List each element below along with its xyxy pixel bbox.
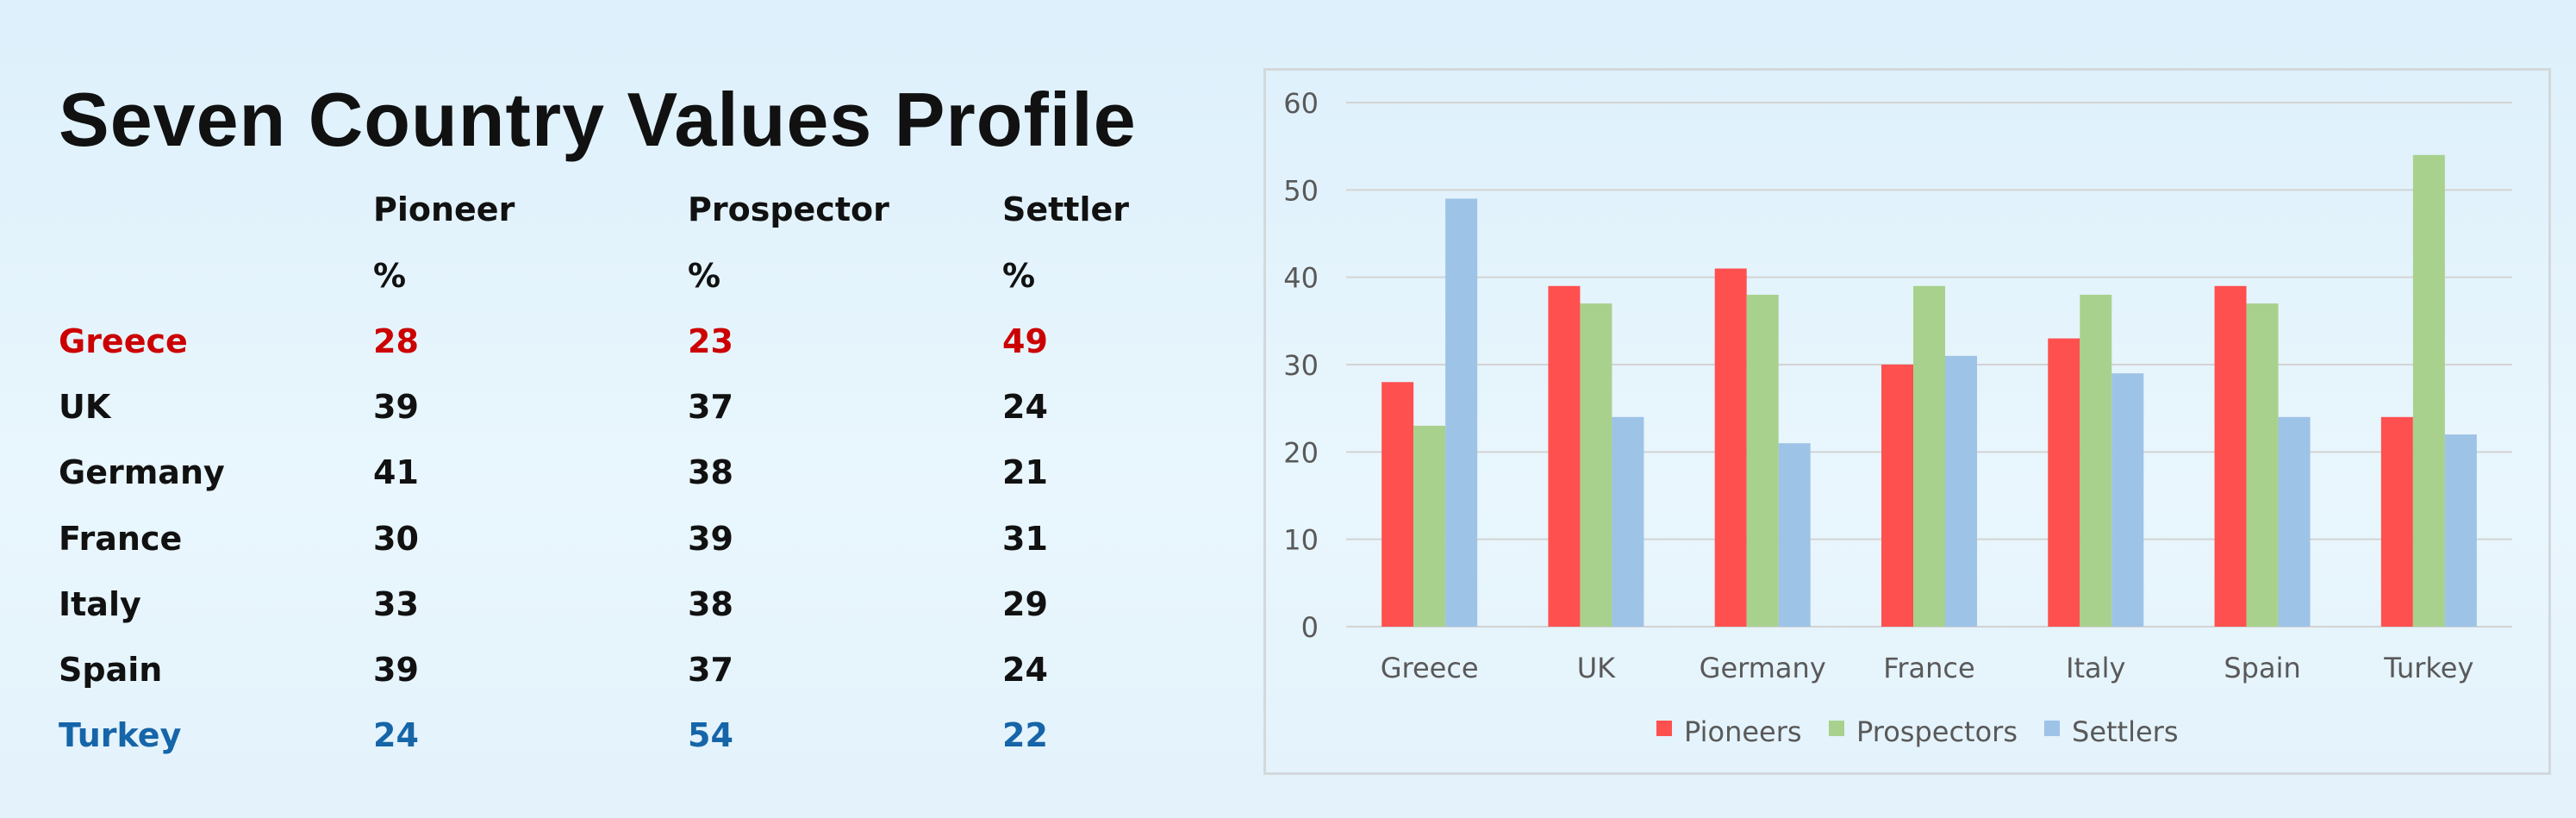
bar-pioneers-turkey	[2380, 416, 2413, 627]
x-tick-label: Spain	[2224, 652, 2300, 684]
bar-pioneers-france	[1881, 365, 1913, 627]
chart-frame	[1263, 68, 2551, 775]
row-value: 39	[688, 519, 733, 558]
x-tick-label: Germany	[1700, 652, 1826, 684]
column-header: Prospector	[688, 190, 889, 228]
bar-prospectors-germany	[1746, 294, 1779, 627]
row-value: 21	[1002, 453, 1048, 492]
row-country: Germany	[59, 453, 225, 492]
bar-prospectors-turkey	[2412, 154, 2445, 628]
bar-prospectors-france	[1913, 285, 1945, 627]
y-tick-label: 30	[1283, 349, 1319, 382]
legend-label: Settlers	[2072, 715, 2179, 748]
row-value: 49	[1002, 322, 1048, 360]
page-title: Seven Country Values Profile	[59, 77, 1137, 162]
x-tick-label: UK	[1577, 652, 1616, 684]
bar-pioneers-uk	[1548, 285, 1581, 627]
row-value: 37	[688, 651, 733, 689]
bar-prospectors-italy	[2080, 294, 2112, 627]
y-tick-label: 40	[1283, 262, 1319, 295]
row-value: 54	[688, 716, 733, 755]
legend-swatch	[1829, 721, 1844, 736]
row-value: 24	[373, 716, 419, 755]
row-country: France	[59, 519, 183, 558]
y-tick-label: 20	[1283, 436, 1319, 469]
row-value: 24	[1002, 388, 1048, 427]
row-country: Turkey	[59, 716, 182, 755]
row-value: 39	[373, 651, 419, 689]
bar-pioneers-germany	[1714, 268, 1747, 627]
row-country: Italy	[59, 584, 141, 623]
column-header: Settler	[1002, 190, 1130, 228]
row-value: 41	[373, 453, 419, 492]
legend-swatch	[1656, 721, 1672, 736]
row-value: 31	[1002, 519, 1048, 558]
bar-settlers-italy	[2111, 373, 2144, 627]
column-unit: %	[688, 257, 721, 295]
row-value: 22	[1002, 716, 1048, 755]
bar-pioneers-greece	[1382, 382, 1414, 627]
row-value: 30	[373, 519, 419, 558]
legend-label: Prospectors	[1856, 715, 2018, 748]
y-tick-label: 10	[1283, 524, 1319, 557]
bar-settlers-uk	[1612, 416, 1644, 627]
row-value: 28	[373, 322, 419, 360]
bar-settlers-germany	[1778, 443, 1811, 627]
y-tick-label: 60	[1283, 87, 1319, 120]
row-value: 33	[373, 584, 419, 623]
bar-settlers-turkey	[2444, 434, 2477, 627]
bar-prospectors-uk	[1580, 303, 1612, 627]
row-value: 29	[1002, 584, 1048, 623]
row-value: 39	[373, 388, 419, 427]
bar-pioneers-spain	[2214, 285, 2247, 627]
row-value: 38	[688, 584, 733, 623]
bar-settlers-greece	[1445, 198, 1478, 627]
bar-prospectors-spain	[2246, 303, 2279, 627]
y-tick-label: 50	[1283, 174, 1319, 207]
row-value: 24	[1002, 651, 1048, 689]
legend-label: Pioneers	[1684, 715, 1802, 748]
bar-prospectors-greece	[1413, 425, 1446, 627]
row-country: UK	[59, 388, 111, 427]
row-country: Greece	[59, 322, 188, 360]
bar-pioneers-italy	[2048, 338, 2080, 627]
column-header: Pioneer	[373, 190, 515, 228]
row-country: Spain	[59, 651, 163, 689]
x-tick-label: Turkey	[2383, 652, 2473, 684]
y-tick-label: 0	[1301, 611, 1319, 644]
row-value: 23	[688, 322, 733, 360]
row-value: 37	[688, 388, 733, 427]
column-unit: %	[1002, 257, 1036, 295]
bar-settlers-france	[1945, 355, 1977, 627]
x-tick-label: Italy	[2066, 652, 2125, 684]
column-unit: %	[373, 257, 407, 295]
bar-settlers-spain	[2278, 416, 2311, 627]
x-tick-label: France	[1883, 652, 1974, 684]
row-value: 38	[688, 453, 733, 492]
legend-swatch	[2044, 721, 2060, 736]
x-tick-label: Greece	[1381, 652, 1479, 684]
